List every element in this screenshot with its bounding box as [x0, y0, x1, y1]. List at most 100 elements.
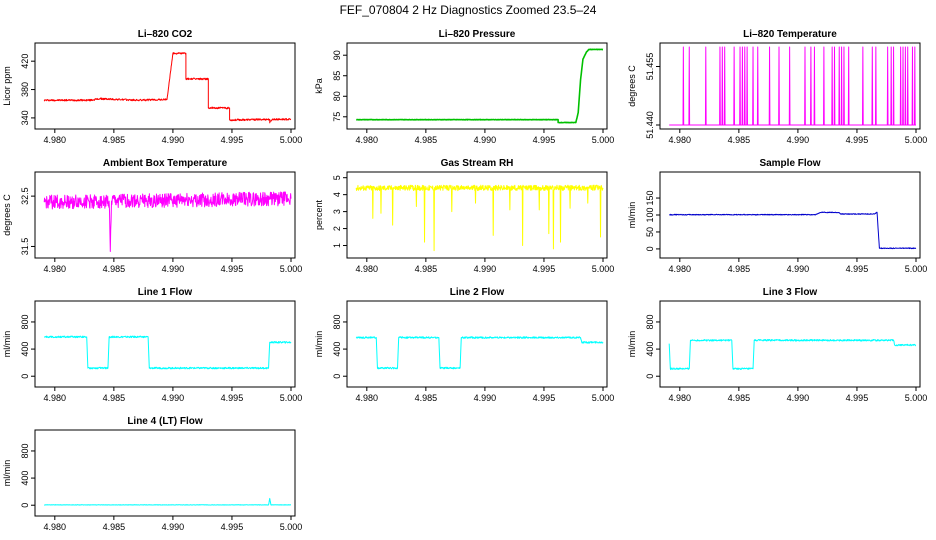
x-tick-label: 4.990 [162, 135, 185, 145]
panel-title: Li–820 Temperature [743, 29, 837, 40]
y-tick-label: 90 [332, 50, 342, 60]
y-tick-label: 400 [20, 471, 30, 486]
x-tick-label: 5.000 [280, 264, 303, 274]
y-tick-label: 51.440 [645, 111, 655, 139]
x-tick-label: 5.000 [280, 393, 303, 403]
chart-panel-2: Li–820 Pressure 4.980 4.985 4.990 4.995 5.000… [314, 29, 614, 145]
plot-frame [346, 300, 608, 388]
plot-frame [659, 42, 921, 130]
x-tick-label: 4.990 [474, 135, 497, 145]
panel-title: Ambient Box Temperature [103, 158, 228, 169]
x-tick-label: 5.000 [905, 135, 928, 145]
y-tick-label: 800 [332, 314, 342, 329]
y-tick-label: 50 [645, 227, 655, 237]
plot-frame [34, 171, 296, 259]
x-tick-label: 4.985 [103, 522, 126, 532]
x-tick-label: 4.985 [103, 393, 126, 403]
x-tick-label: 4.985 [728, 135, 751, 145]
series-line [668, 211, 917, 250]
x-tick-label: 5.000 [592, 393, 615, 403]
chart-panel-5: Gas Stream RH 4.980 4.985 4.990 4.995 5.000 1 2… [314, 158, 614, 274]
plot-frame [659, 300, 921, 388]
series-line [44, 335, 292, 370]
series-line [43, 52, 292, 124]
y-axis-label: Licor ppm [2, 66, 12, 106]
series-line [355, 184, 604, 252]
x-tick-label: 4.985 [103, 135, 126, 145]
y-tick-label: 85 [332, 71, 342, 81]
series-line [355, 48, 604, 124]
chart-panel-6: Sample Flow 4.980 4.985 4.990 4.995 5.000 0 50 1… [627, 158, 927, 274]
x-tick-label: 4.995 [533, 393, 556, 403]
x-tick-label: 4.990 [787, 135, 810, 145]
y-tick-label: 0 [645, 374, 655, 379]
x-tick-label: 4.995 [846, 135, 869, 145]
y-tick-label: 800 [645, 314, 655, 329]
y-tick-label: 0 [332, 374, 342, 379]
x-tick-label: 4.995 [533, 135, 556, 145]
y-tick-label: 2 [332, 226, 342, 231]
x-tick-label: 4.990 [474, 393, 497, 403]
y-tick-label: 75 [332, 112, 342, 122]
y-axis-label: degrees C [2, 194, 12, 236]
y-tick-label: 340 [20, 110, 30, 125]
y-tick-label: 100 [645, 207, 655, 222]
y-tick-label: 150 [645, 191, 655, 206]
y-tick-label: 1 [332, 243, 342, 248]
x-tick-label: 4.980 [44, 264, 67, 274]
figure-title: FEF_070804 2 Hz Diagnostics Zoomed 23.5–… [339, 3, 597, 17]
x-tick-label: 4.985 [415, 393, 438, 403]
y-tick-label: 4 [332, 192, 342, 197]
x-tick-label: 4.995 [221, 522, 244, 532]
x-tick-label: 5.000 [592, 135, 615, 145]
y-tick-label: 800 [20, 314, 30, 329]
series-line [355, 336, 604, 370]
x-tick-label: 4.995 [221, 264, 244, 274]
y-tick-label: 0 [20, 374, 30, 379]
y-axis-label: ml/min [627, 202, 637, 229]
x-tick-label: 4.990 [162, 522, 185, 532]
y-tick-label: 400 [332, 342, 342, 357]
chart-panel-8: Line 2 Flow 4.980 4.985 4.990 4.995 5.000 0 400… [314, 287, 614, 403]
plot-frame [34, 42, 296, 130]
panel-title: Gas Stream RH [441, 158, 514, 169]
x-tick-label: 4.990 [474, 264, 497, 274]
x-tick-label: 4.980 [669, 135, 692, 145]
x-tick-label: 4.985 [103, 264, 126, 274]
y-axis-label: kPa [314, 78, 324, 94]
x-tick-label: 4.980 [669, 393, 692, 403]
x-tick-label: 4.985 [728, 393, 751, 403]
chart-panel-10: Line 4 (LT) Flow 4.980 4.985 4.990 4.995 5.00… [2, 416, 302, 532]
panel-title: Li–820 Pressure [439, 29, 516, 40]
x-tick-label: 4.995 [221, 393, 244, 403]
x-tick-label: 4.980 [356, 135, 379, 145]
y-tick-label: 5 [332, 175, 342, 180]
y-axis-label: ml/min [2, 331, 12, 358]
x-tick-label: 4.985 [728, 264, 751, 274]
series-line [669, 46, 916, 126]
plot-frame [34, 300, 296, 388]
y-tick-label: 3 [332, 209, 342, 214]
x-tick-label: 4.995 [533, 264, 556, 274]
y-axis-label: ml/min [314, 331, 324, 358]
x-tick-label: 5.000 [905, 264, 928, 274]
x-tick-label: 4.985 [415, 135, 438, 145]
y-tick-label: 32.5 [20, 187, 30, 205]
x-tick-label: 4.995 [846, 264, 869, 274]
chart-panel-9: Line 3 Flow 4.980 4.985 4.990 4.995 5.000 0 400… [627, 287, 927, 403]
chart-panel-3: Li–820 Temperature 4.980 4.985 4.990 4.995 5.… [627, 29, 927, 145]
panel-title: Li–820 CO2 [138, 29, 193, 40]
panel-title: Sample Flow [759, 158, 820, 169]
x-tick-label: 4.980 [356, 393, 379, 403]
y-axis-label: ml/min [627, 331, 637, 358]
plot-frame [346, 42, 608, 130]
y-tick-label: 420 [20, 54, 30, 69]
plot-frame [346, 171, 608, 259]
x-tick-label: 5.000 [280, 135, 303, 145]
x-tick-label: 4.995 [846, 393, 869, 403]
panel-title: Line 1 Flow [138, 287, 193, 298]
y-tick-label: 0 [645, 246, 655, 251]
y-axis-label: degrees C [627, 65, 637, 107]
x-tick-label: 5.000 [280, 522, 303, 532]
x-tick-label: 4.990 [162, 393, 185, 403]
